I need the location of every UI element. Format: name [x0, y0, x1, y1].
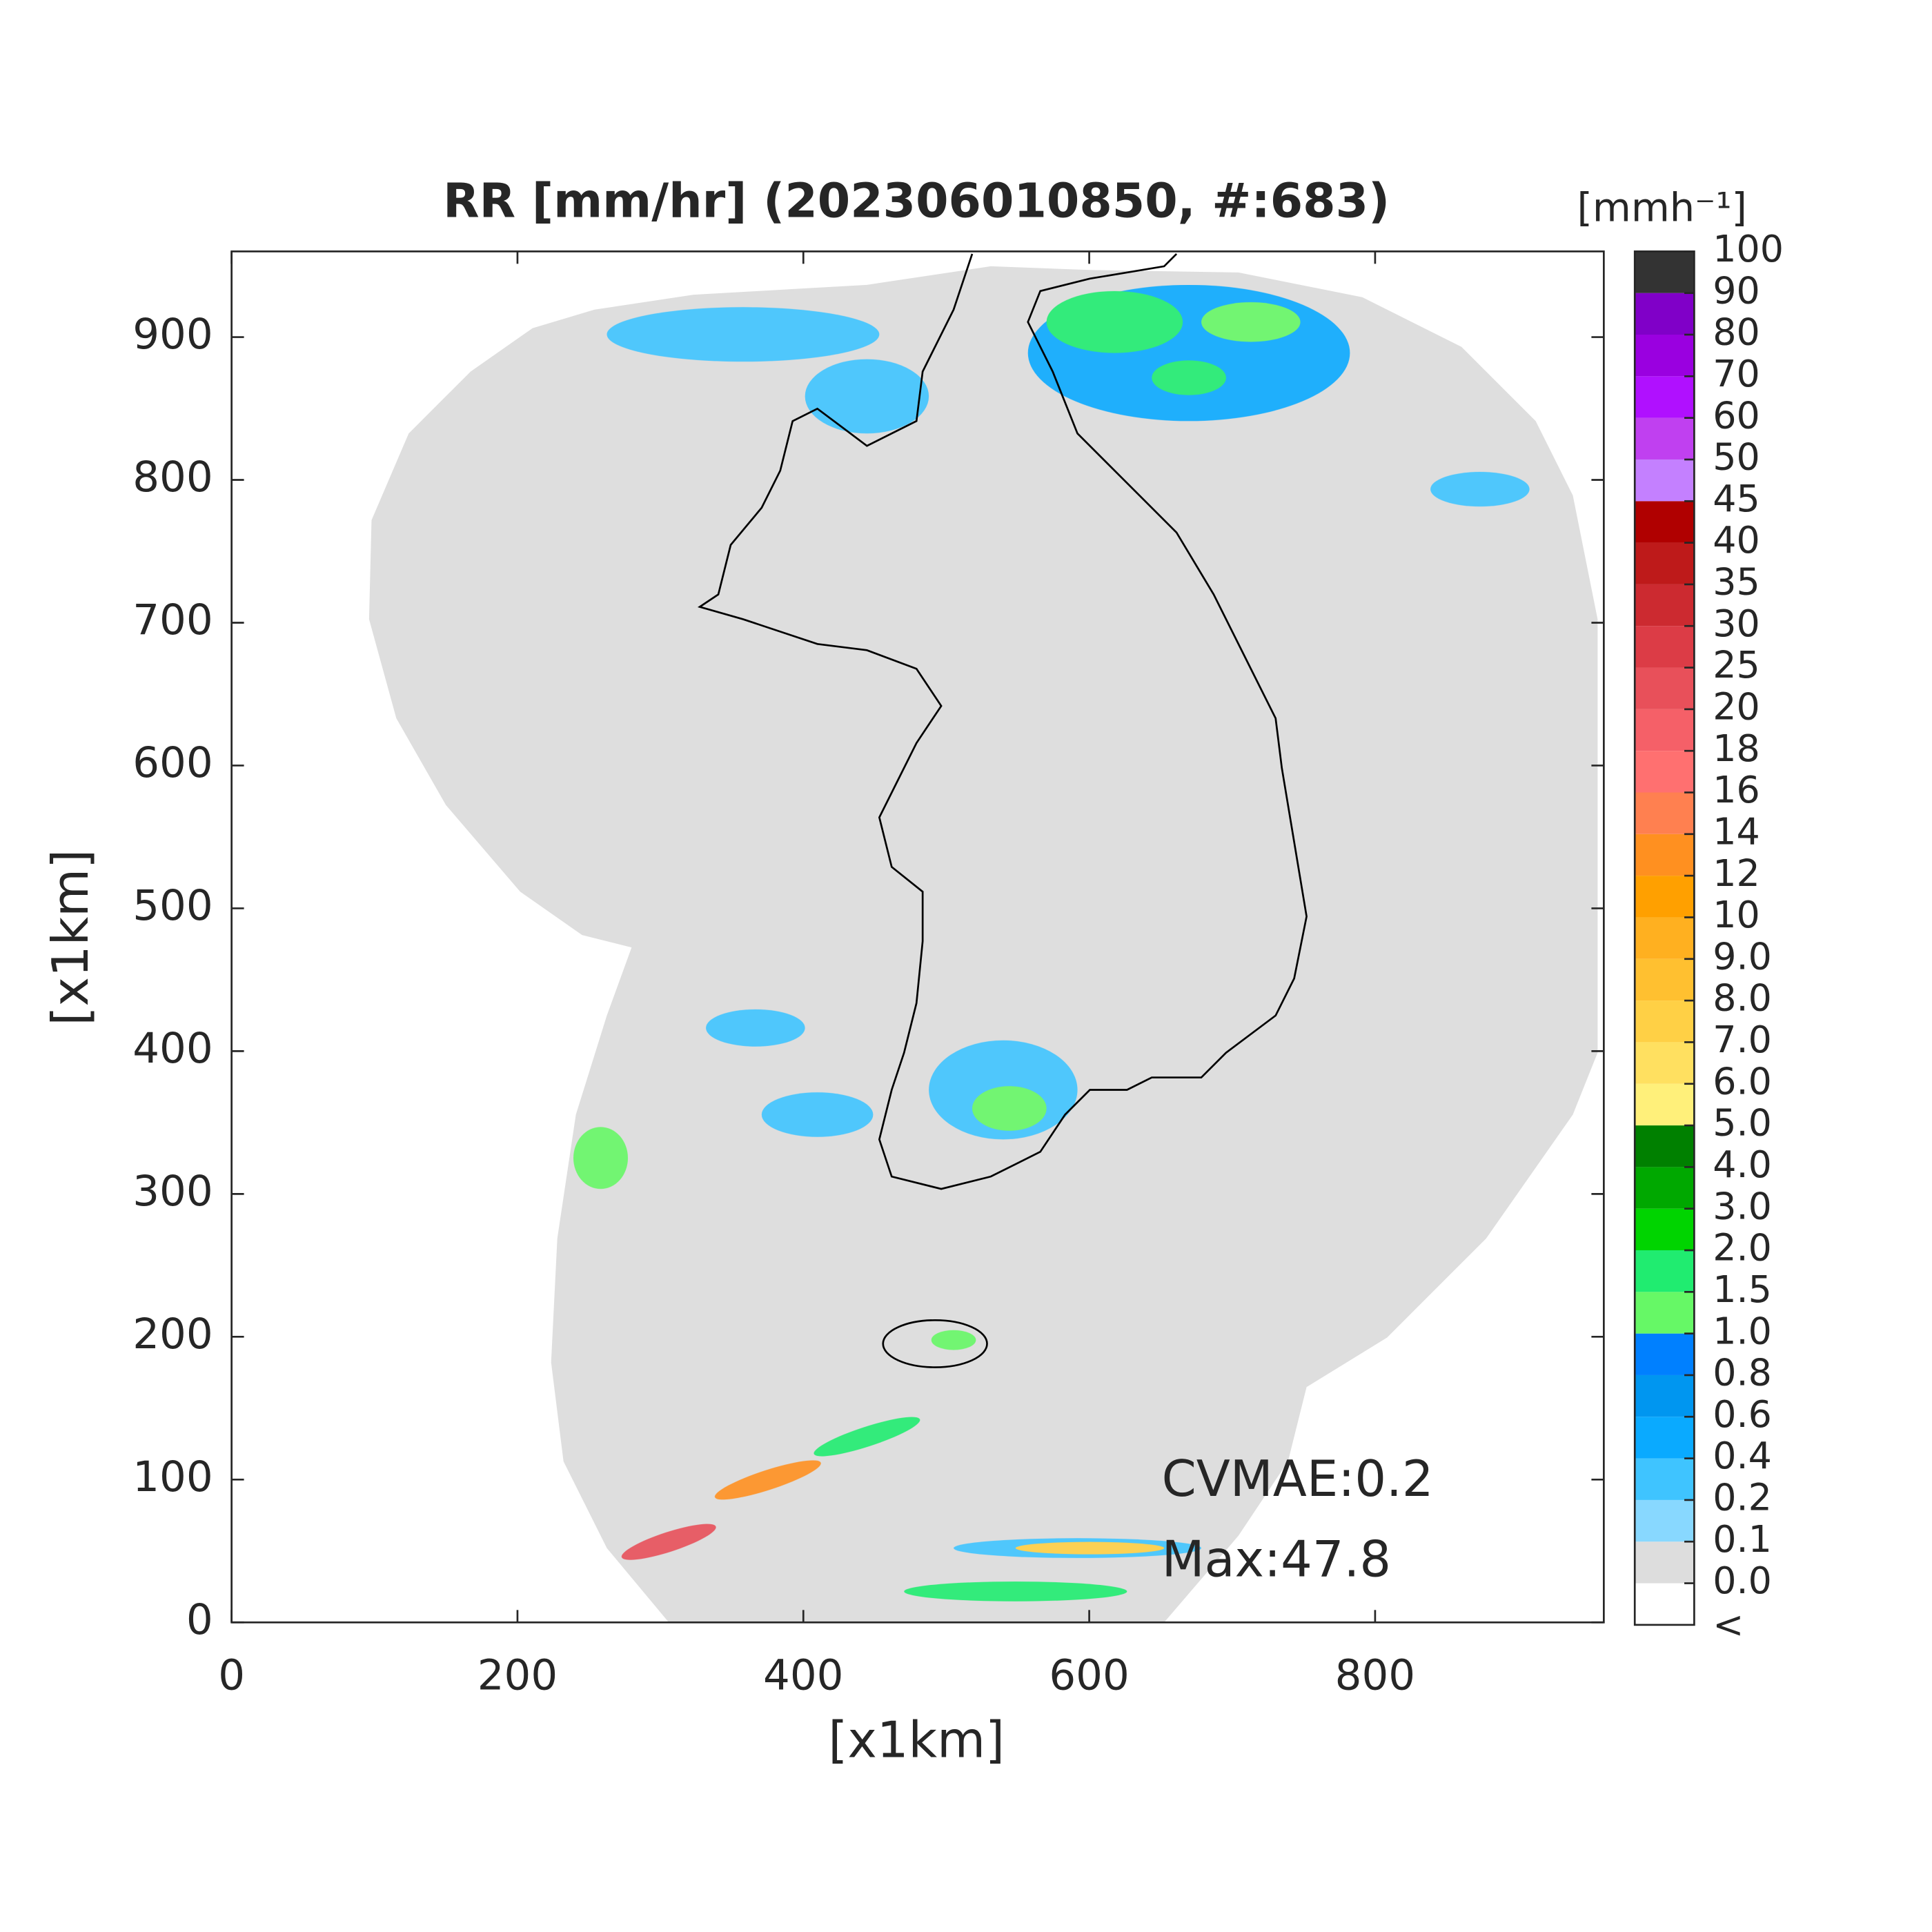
- colorbar-tick-label: 0.6: [1713, 1392, 1772, 1436]
- y-tick-label: 800: [132, 453, 213, 502]
- colorbar-tick-label: 10: [1713, 893, 1760, 936]
- annotation: CVMAE:0.2: [1162, 1450, 1434, 1508]
- colorbar-segment: [1635, 876, 1695, 918]
- colorbar-tick-label: 60: [1713, 393, 1760, 437]
- y-tick-label: 300: [132, 1167, 213, 1216]
- colorbar-tick-label: 5.0: [1713, 1101, 1772, 1145]
- colorbar-segment: [1635, 501, 1695, 543]
- colorbar-tick-label: 16: [1713, 768, 1760, 811]
- x-tick-label: 600: [1049, 1651, 1129, 1700]
- colorbar-tick-label: 7.0: [1713, 1018, 1772, 1061]
- y-tick-label: 0: [186, 1595, 213, 1644]
- y-tick-label: 900: [132, 310, 213, 359]
- colorbar-tick-label: 20: [1713, 685, 1760, 729]
- colorbar-tick-label: 40: [1713, 518, 1760, 562]
- colorbar-tick-label: 12: [1713, 851, 1760, 895]
- y-axis-label: [x1km]: [41, 849, 99, 1026]
- colorbar-segment: [1635, 792, 1695, 834]
- colorbar-segment: [1635, 334, 1695, 377]
- plot-frame: [230, 250, 1605, 1624]
- colorbar-segment: [1635, 1125, 1695, 1167]
- colorbar-segment: [1635, 1208, 1695, 1251]
- colorbar-tick-label: 70: [1713, 352, 1760, 395]
- colorbar-tick-label: 100: [1713, 227, 1784, 270]
- colorbar-tick-label: 9.0: [1713, 934, 1772, 978]
- colorbar-segment: [1635, 1292, 1695, 1334]
- colorbar-tick-label: 90: [1713, 268, 1760, 312]
- colorbar-segment: [1635, 584, 1695, 627]
- colorbar-segment: [1635, 417, 1695, 460]
- x-tick-label: 400: [763, 1651, 843, 1700]
- y-tick-label: 600: [132, 738, 213, 787]
- x-tick-label: 200: [477, 1651, 558, 1700]
- colorbar-segment: [1635, 251, 1695, 293]
- colorbar-segment: [1635, 1458, 1695, 1500]
- colorbar-segment: [1635, 667, 1695, 709]
- colorbar-segment: [1635, 459, 1695, 502]
- colorbar-segment: [1635, 1541, 1695, 1584]
- rain-field: [573, 284, 1530, 1601]
- y-tick-label: 700: [132, 595, 213, 644]
- colorbar-segment: [1635, 1583, 1695, 1625]
- y-tick-label: 400: [132, 1024, 213, 1073]
- colorbar-under-label: <: [1713, 1603, 1744, 1646]
- colorbar-segment: [1635, 709, 1695, 751]
- colorbar-segment: [1635, 751, 1695, 793]
- colorbar-tick-label: 45: [1713, 477, 1760, 520]
- colorbar-segment: [1635, 1499, 1695, 1542]
- colorbar-tick-label: 50: [1713, 435, 1760, 479]
- colorbar-tick-label: 14: [1713, 809, 1760, 853]
- colorbar-segment: [1635, 376, 1695, 418]
- colorbar-frame: [1633, 250, 1695, 1626]
- x-axis-label: [x1km]: [828, 1711, 1005, 1769]
- colorbar-tick-label: 1.5: [1713, 1268, 1772, 1311]
- colorbar-segment: [1635, 1333, 1695, 1375]
- colorbar-tick-label: 0.2: [1713, 1476, 1772, 1519]
- jeju-coastline: [882, 1319, 988, 1368]
- x-tick-label: 0: [218, 1651, 245, 1700]
- colorbar-tick-label: 0.8: [1713, 1351, 1772, 1394]
- colorbar-tick-label: 18: [1713, 727, 1760, 770]
- chart-title: RR [mm/hr] (202306010850, #:683): [443, 175, 1390, 229]
- colorbar-segment: [1635, 542, 1695, 584]
- colorbar-segment: [1635, 1167, 1695, 1209]
- colorbar-tick-label: 0.4: [1713, 1434, 1772, 1477]
- colorbar-tick-label: 8.0: [1713, 976, 1772, 1020]
- colorbar-segment: [1635, 917, 1695, 959]
- y-tick-label: 500: [132, 881, 213, 930]
- colorbar-segment: [1635, 626, 1695, 668]
- colorbar-tick-label: 25: [1713, 643, 1760, 687]
- colorbar-tick-label: 0.1: [1713, 1517, 1772, 1561]
- colorbar-tick-label: 1.0: [1713, 1309, 1772, 1352]
- colorbar-label: [mmh⁻¹]: [1577, 185, 1747, 231]
- radar-coverage: [368, 266, 1598, 1623]
- colorbar-tick-label: 80: [1713, 310, 1760, 354]
- colorbar-tick-label: 2.0: [1713, 1226, 1772, 1270]
- colorbar-segment: [1635, 1083, 1695, 1126]
- colorbar-segment: [1635, 293, 1695, 335]
- colorbar-segment: [1635, 834, 1695, 876]
- colorbar-segment: [1635, 1374, 1695, 1417]
- annotation: Max:47.8: [1162, 1530, 1391, 1588]
- map-layer: [368, 253, 1598, 1623]
- y-tick-label: 100: [132, 1452, 213, 1501]
- colorbar-tick-label: 35: [1713, 560, 1760, 604]
- colorbar-segment: [1635, 1000, 1695, 1043]
- colorbar-tick-label: 3.0: [1713, 1184, 1772, 1228]
- colorbar-tick-label: 6.0: [1713, 1059, 1772, 1103]
- colorbar-tick-label: 30: [1713, 602, 1760, 645]
- colorbar-tick-label: 0.0: [1713, 1559, 1772, 1602]
- colorbar-tick-label: 4.0: [1713, 1143, 1772, 1186]
- colorbar-segment: [1635, 1417, 1695, 1459]
- colorbar-segment: [1635, 1042, 1695, 1084]
- colorbar-segment: [1635, 958, 1695, 1001]
- coastline: [697, 253, 1308, 1190]
- colorbar-segment: [1635, 1250, 1695, 1292]
- y-tick-label: 200: [132, 1310, 213, 1359]
- x-tick-label: 800: [1335, 1651, 1415, 1700]
